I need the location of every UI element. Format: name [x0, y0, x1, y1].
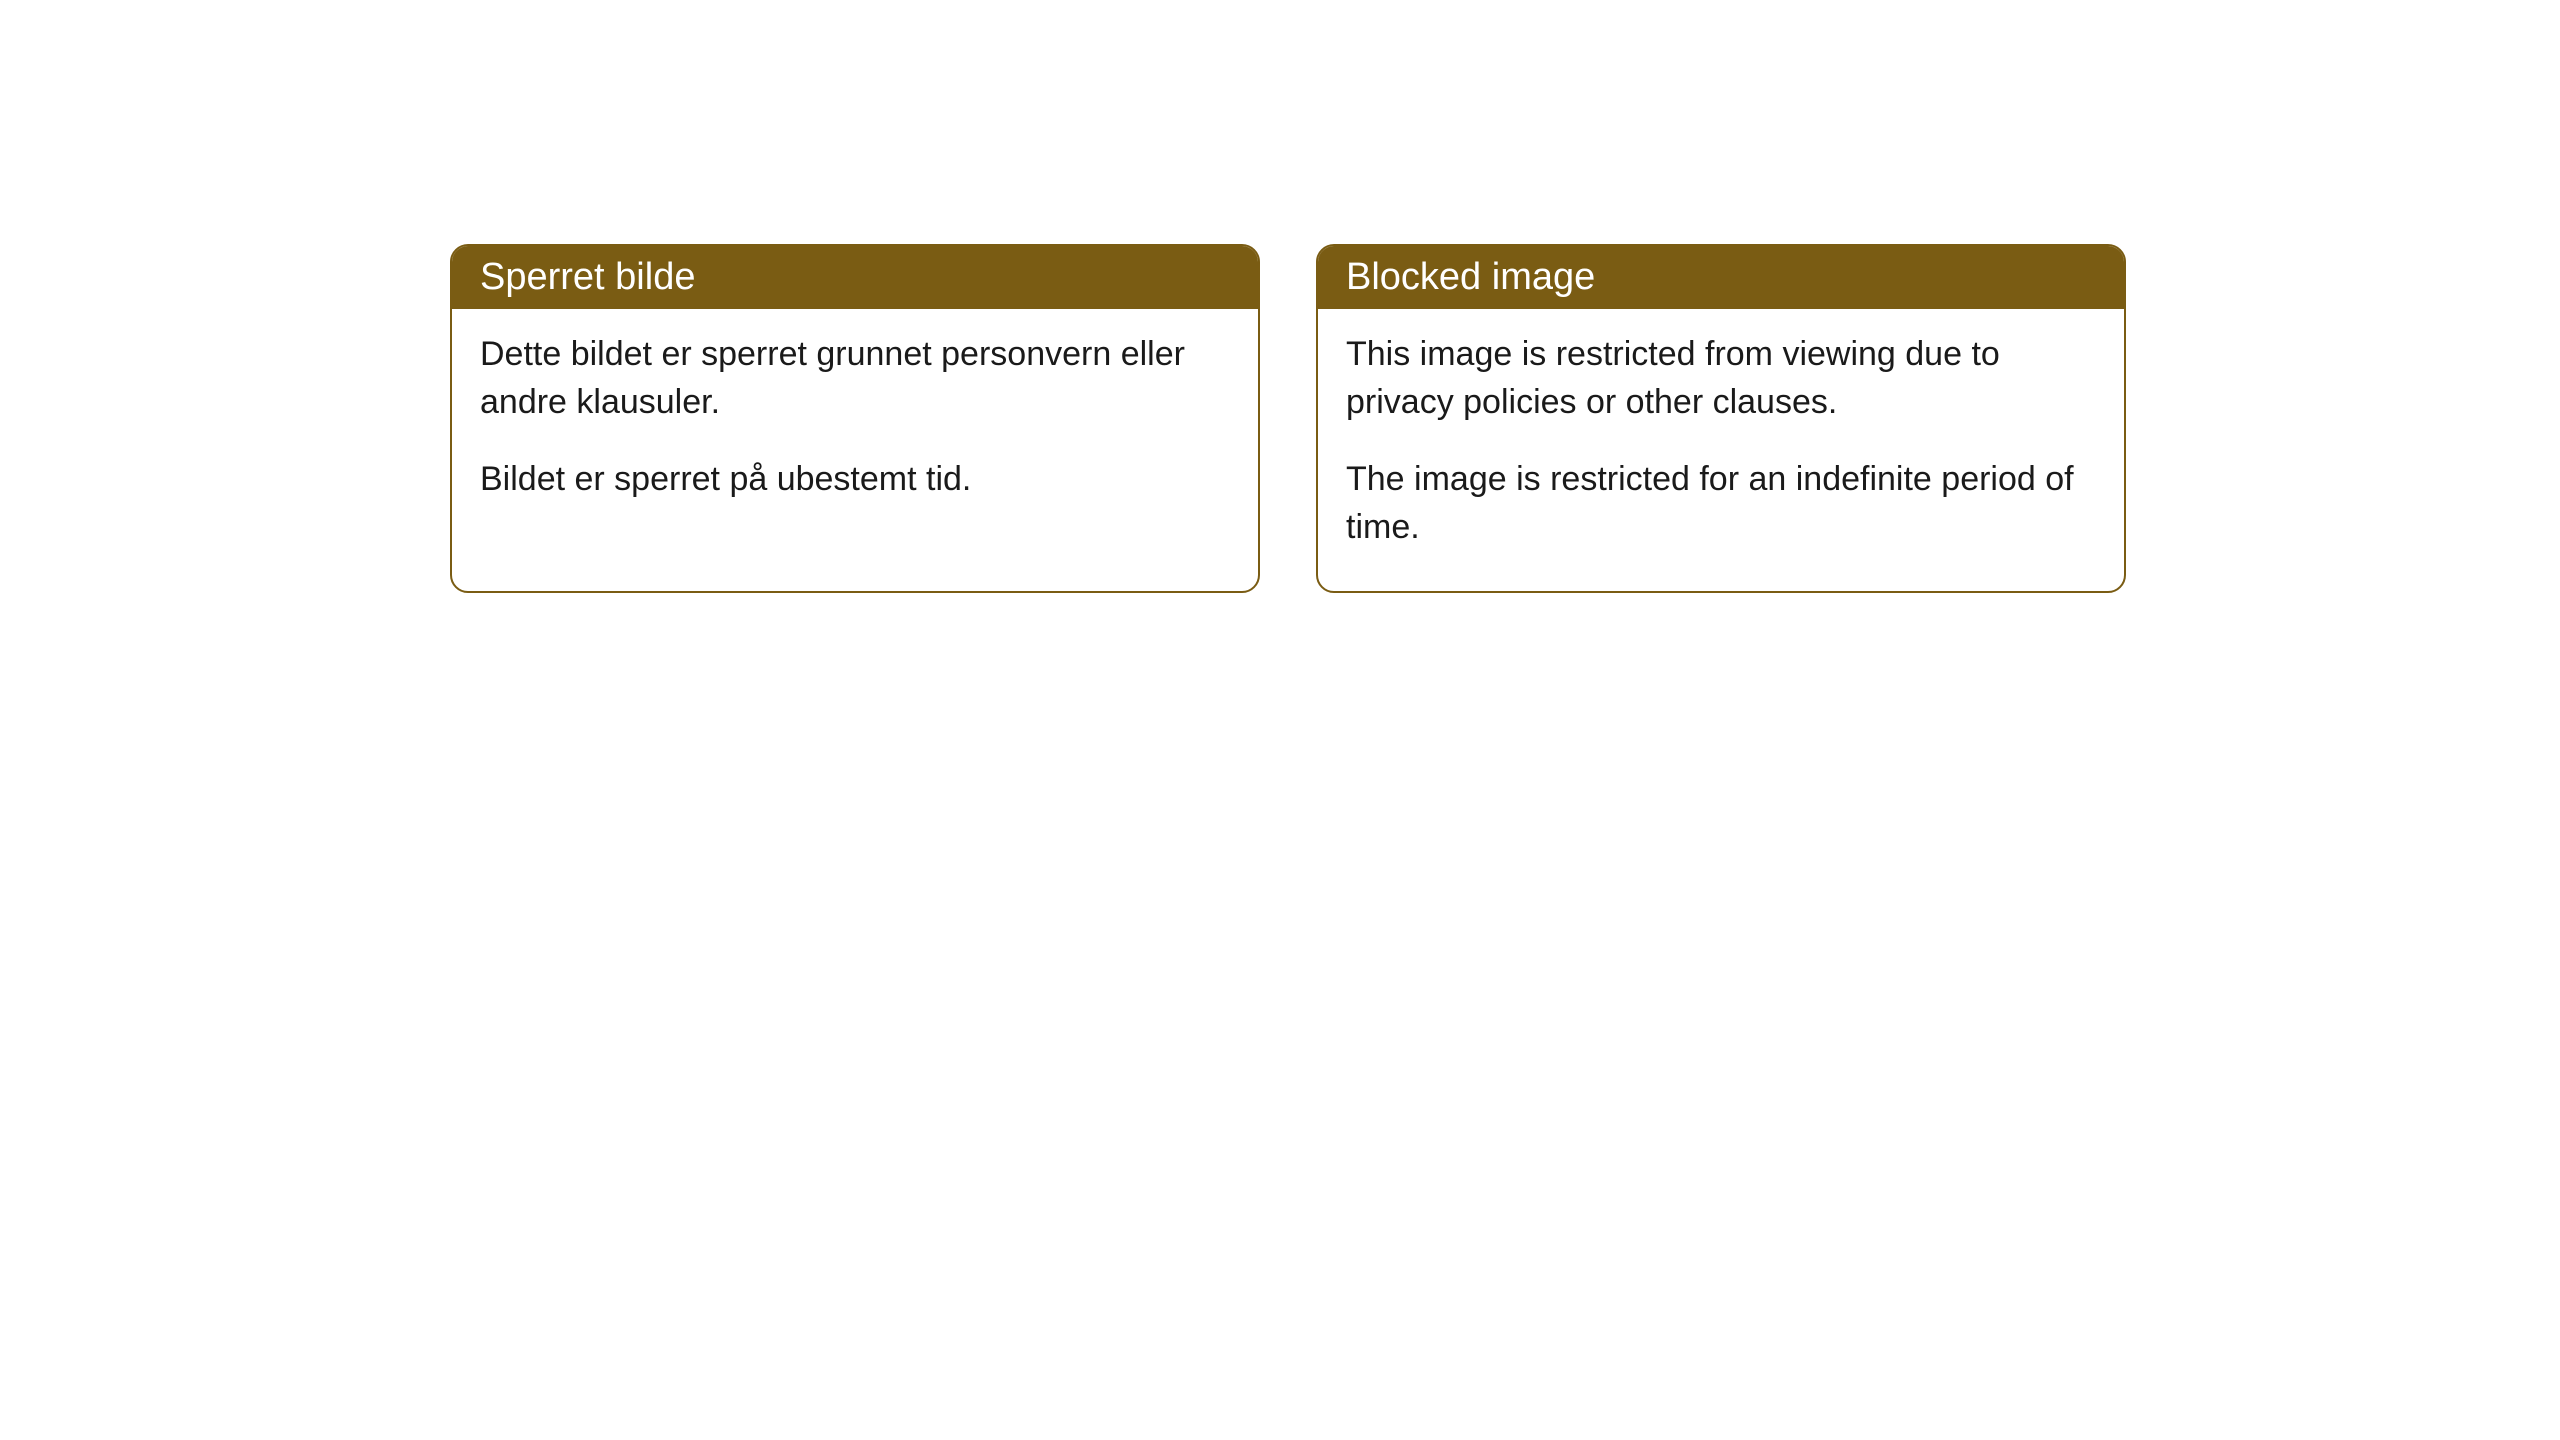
card-paragraph-1-norwegian: Dette bildet er sperret grunnet personve… [480, 331, 1230, 426]
card-header-english: Blocked image [1318, 246, 2124, 309]
card-paragraph-2-english: The image is restricted for an indefinit… [1346, 456, 2096, 551]
card-header-norwegian: Sperret bilde [452, 246, 1258, 309]
card-title-norwegian: Sperret bilde [480, 256, 695, 298]
card-title-english: Blocked image [1346, 256, 1595, 298]
cards-container: Sperret bilde Dette bildet er sperret gr… [450, 244, 2126, 593]
card-english: Blocked image This image is restricted f… [1316, 244, 2126, 593]
card-norwegian: Sperret bilde Dette bildet er sperret gr… [450, 244, 1260, 593]
card-body-english: This image is restricted from viewing du… [1318, 309, 2124, 591]
card-paragraph-2-norwegian: Bildet er sperret på ubestemt tid. [480, 456, 1230, 504]
card-body-norwegian: Dette bildet er sperret grunnet personve… [452, 309, 1258, 544]
card-paragraph-1-english: This image is restricted from viewing du… [1346, 331, 2096, 426]
